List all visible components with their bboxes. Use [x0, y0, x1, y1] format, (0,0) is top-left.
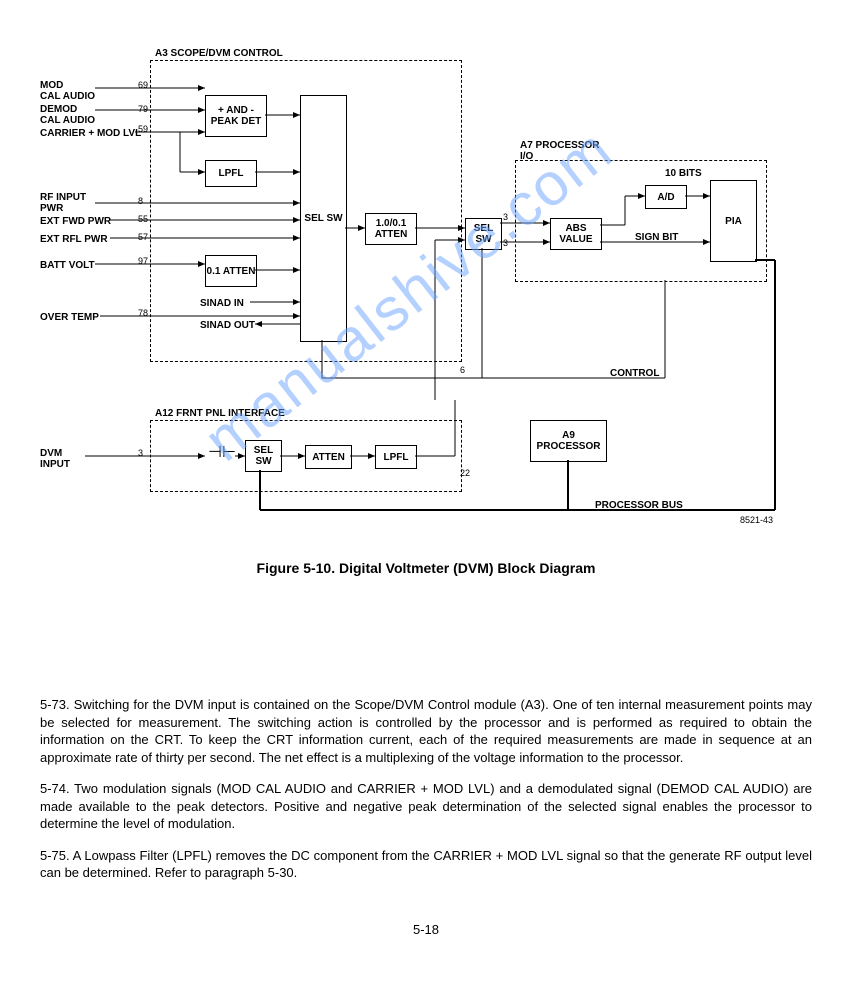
block-lpfl1: LPFL [205, 160, 257, 187]
label-signbit: SIGN BIT [635, 232, 678, 243]
page-number: 5-18 [40, 922, 812, 937]
pin-22: 22 [460, 468, 470, 478]
sinad-out: SINAD OUT [200, 320, 255, 331]
in-rf-pwr: RF INPUTPWR [40, 192, 86, 214]
pin-55: 55 [138, 214, 148, 224]
group-a7-label: A7 PROCESSOR I/O [520, 140, 600, 162]
block-sel-sw3: SEL SW [245, 440, 282, 472]
pin-8: 8 [138, 196, 143, 206]
in-batt: BATT VOLT [40, 260, 95, 271]
pin-59: 59 [138, 124, 148, 134]
sinad-in: SINAD IN [200, 298, 244, 309]
pin-57: 57 [138, 232, 148, 242]
pin-3a: 3 [503, 212, 508, 222]
block-diagram: A3 SCOPE/DVM CONTROL A7 PROCESSOR I/O A1… [40, 20, 790, 520]
group-a3-label: A3 SCOPE/DVM CONTROL [155, 48, 283, 59]
in-ext-fwd: EXT FWD PWR [40, 216, 111, 227]
block-atten01: 0.1 ATTEN [205, 255, 257, 287]
para-5-75: 5-75. A Lowpass Filter (LPFL) removes th… [40, 847, 812, 882]
pin-3: 3 [138, 448, 143, 458]
in-dvm-input: DVMINPUT [40, 448, 70, 470]
block-ad: A/D [645, 185, 687, 209]
pin-3b: 3 [503, 238, 508, 248]
block-lpfl2: LPFL [375, 445, 417, 469]
label-10bits: 10 BITS [665, 168, 702, 179]
figure-caption: Figure 5-10. Digital Voltmeter (DVM) Blo… [40, 560, 812, 576]
block-a9: A9 PROCESSOR [530, 420, 607, 462]
block-abs-value: ABS VALUE [550, 218, 602, 250]
para-5-73: 5-73. Switching for the DVM input is con… [40, 696, 812, 766]
label-control: CONTROL [610, 368, 659, 379]
block-atten2: ATTEN [305, 445, 352, 469]
pin-69: 69 [138, 80, 148, 90]
in-demod-cal: DEMODCAL AUDIO [40, 104, 95, 126]
group-a12-label: A12 FRNT PNL INTERFACE [155, 408, 285, 419]
block-pia: PIA [710, 180, 757, 262]
label-procbus: PROCESSOR BUS [595, 500, 683, 511]
in-overtemp: OVER TEMP [40, 312, 99, 323]
in-carrier-mod: CARRIER + MOD LVL [40, 128, 141, 139]
block-sel-sw2: SEL SW [465, 218, 502, 250]
drawing-number: 8521-43 [740, 515, 773, 525]
block-peak-det: + AND - PEAK DET [205, 95, 267, 137]
pin-97: 97 [138, 256, 148, 266]
block-sel-sw1: SEL SW [300, 95, 347, 342]
pin-78: 78 [138, 308, 148, 318]
pin-79: 79 [138, 104, 148, 114]
para-5-74: 5-74. Two modulation signals (MOD CAL AU… [40, 780, 812, 833]
in-ext-rfl: EXT RFL PWR [40, 234, 108, 245]
block-atten10: 1.0/0.1 ATTEN [365, 213, 417, 245]
in-mod-cal: MODCAL AUDIO [40, 80, 95, 102]
pin-6: 6 [460, 365, 465, 375]
capacitor-icon: ⊣⊢ [208, 444, 236, 462]
